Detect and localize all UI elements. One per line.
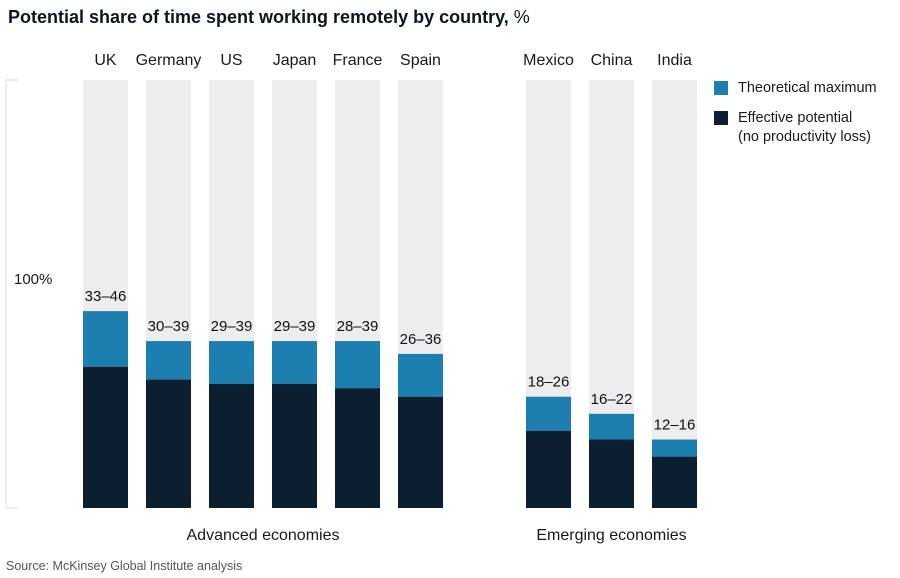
chart-title-text: Potential share of time spent working re… [8, 7, 509, 27]
data-label-spain: 26–36 [400, 331, 442, 348]
bar-theoretical-us [209, 341, 254, 384]
group-label-advanced-economies: Advanced economies [187, 527, 340, 544]
category-label-france: France [333, 52, 383, 69]
data-label-uk: 33–46 [85, 288, 127, 305]
data-label-japan: 29–39 [274, 318, 316, 335]
y-tick-label: 100% [14, 271, 52, 288]
category-label-us: US [220, 52, 242, 69]
legend-swatch-effective-potential [714, 111, 728, 125]
data-label-china: 16–22 [591, 391, 633, 408]
category-label-germany: Germany [136, 52, 202, 69]
legend-swatch-theoretical-maximum [714, 81, 728, 95]
bar-theoretical-mexico [526, 396, 571, 431]
category-label-india: India [657, 52, 692, 69]
data-label-mexico: 18–26 [528, 374, 570, 391]
bar-effective-mexico [526, 430, 571, 508]
category-label-mexico: Mexico [523, 52, 574, 69]
y-axis: 100% [5, 79, 52, 509]
bar-effective-india [652, 456, 697, 508]
legend-label-effective-potential-line2: (no productivity loss) [738, 129, 871, 145]
chart-title: Potential share of time spent working re… [8, 5, 530, 29]
legend-label-effective-potential-line1: Effective potential [738, 110, 853, 126]
bar-theoretical-spain [398, 353, 443, 397]
bar-theoretical-japan [272, 341, 317, 384]
data-label-france: 28–39 [337, 318, 379, 335]
bars [83, 311, 697, 508]
data-label-us: 29–39 [211, 318, 253, 335]
group-label-emerging-economies: Emerging economies [536, 527, 686, 544]
data-label-india: 12–16 [654, 417, 696, 434]
category-label-china: China [591, 52, 633, 69]
bar-effective-france [335, 388, 380, 508]
background-bar-india [652, 80, 697, 508]
bar-theoretical-uk [83, 311, 128, 367]
bar-theoretical-china [589, 413, 634, 440]
bar-effective-china [589, 439, 634, 508]
bar-effective-germany [146, 379, 191, 508]
bar-effective-spain [398, 396, 443, 508]
category-label-spain: Spain [400, 52, 441, 69]
labels: UK 33–46 Germany 30–39 US 29–39 Japan 29–39 Fran… [85, 52, 696, 544]
legend-label-effective-potential: Effective potential (no productivity los… [738, 109, 871, 147]
y-axis-line [5, 79, 18, 509]
bar-effective-uk [83, 366, 128, 508]
bar-theoretical-india [652, 439, 697, 457]
bar-theoretical-france [335, 341, 380, 389]
bar-effective-japan [272, 383, 317, 508]
data-label-germany: 30–39 [148, 318, 190, 335]
category-label-uk: UK [94, 52, 117, 69]
category-label-japan: Japan [273, 52, 317, 69]
bar-effective-us [209, 383, 254, 508]
chart-title-unit: % [513, 7, 530, 27]
legend-label-theoretical-maximum: Theoretical maximum [738, 80, 877, 96]
source-note: Source: McKinsey Global Institute analys… [6, 559, 243, 573]
bar-theoretical-germany [146, 341, 191, 380]
